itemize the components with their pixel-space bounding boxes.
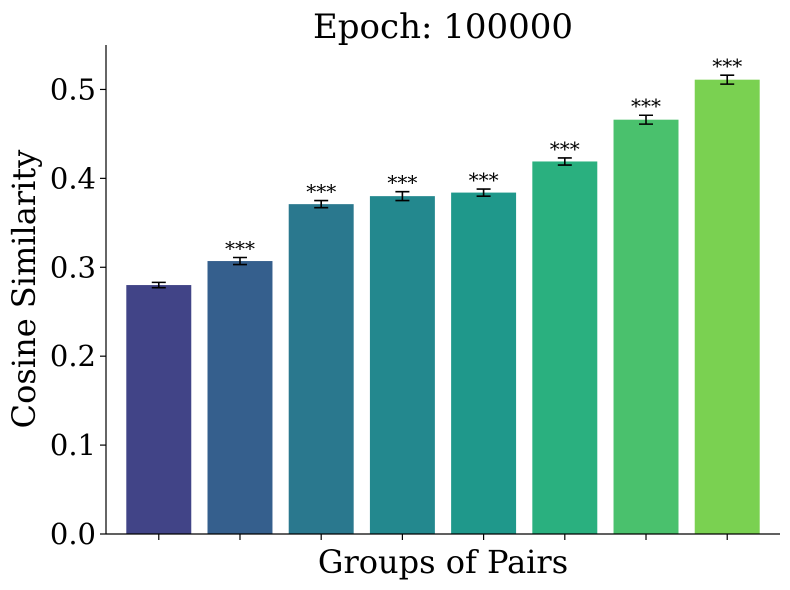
y-ticks-group: 0.0 0.1 0.2 0.3 0.4 0.5 [50,72,106,551]
significance-label-6: *** [550,137,580,161]
y-tick-label-0: 0.0 [50,517,96,551]
significance-label-3: *** [306,180,336,204]
bar-4 [369,196,435,535]
error-bar-6 [557,157,572,166]
chart-title: Epoch: 100000 [313,7,573,47]
error-bar-1 [151,281,166,289]
error-bars-group [151,74,735,289]
bar-1 [126,285,192,534]
significance-label-8: *** [712,54,742,78]
error-bar-4 [395,190,410,202]
y-axis-label: Cosine Similarity [5,150,43,429]
error-bar-5 [476,188,491,197]
bar-5 [451,192,517,534]
y-tick-label-5: 0.5 [50,72,96,106]
y-tick-label-2: 0.2 [50,339,96,373]
x-ticks-group [158,534,728,540]
significance-label-7: *** [631,94,661,118]
significance-label-5: *** [469,168,499,192]
y-tick-label-3: 0.3 [50,250,96,284]
bars-group [126,79,760,535]
error-bar-2 [232,256,247,266]
error-bar-8 [720,74,735,85]
y-tick-label-4: 0.4 [50,161,96,195]
error-bar-7 [639,114,654,125]
bar-7 [613,119,679,534]
x-axis-label: Groups of Pairs [318,543,568,581]
significance-label-4: *** [387,171,417,195]
bar-8 [694,79,760,534]
error-bar-3 [314,199,329,209]
bar-3 [288,204,354,534]
bar-6 [532,161,598,535]
bar-2 [207,261,273,534]
significance-labels-group: *** *** *** *** *** *** *** [225,54,742,260]
significance-label-2: *** [225,236,255,260]
y-tick-label-1: 0.1 [50,428,96,462]
